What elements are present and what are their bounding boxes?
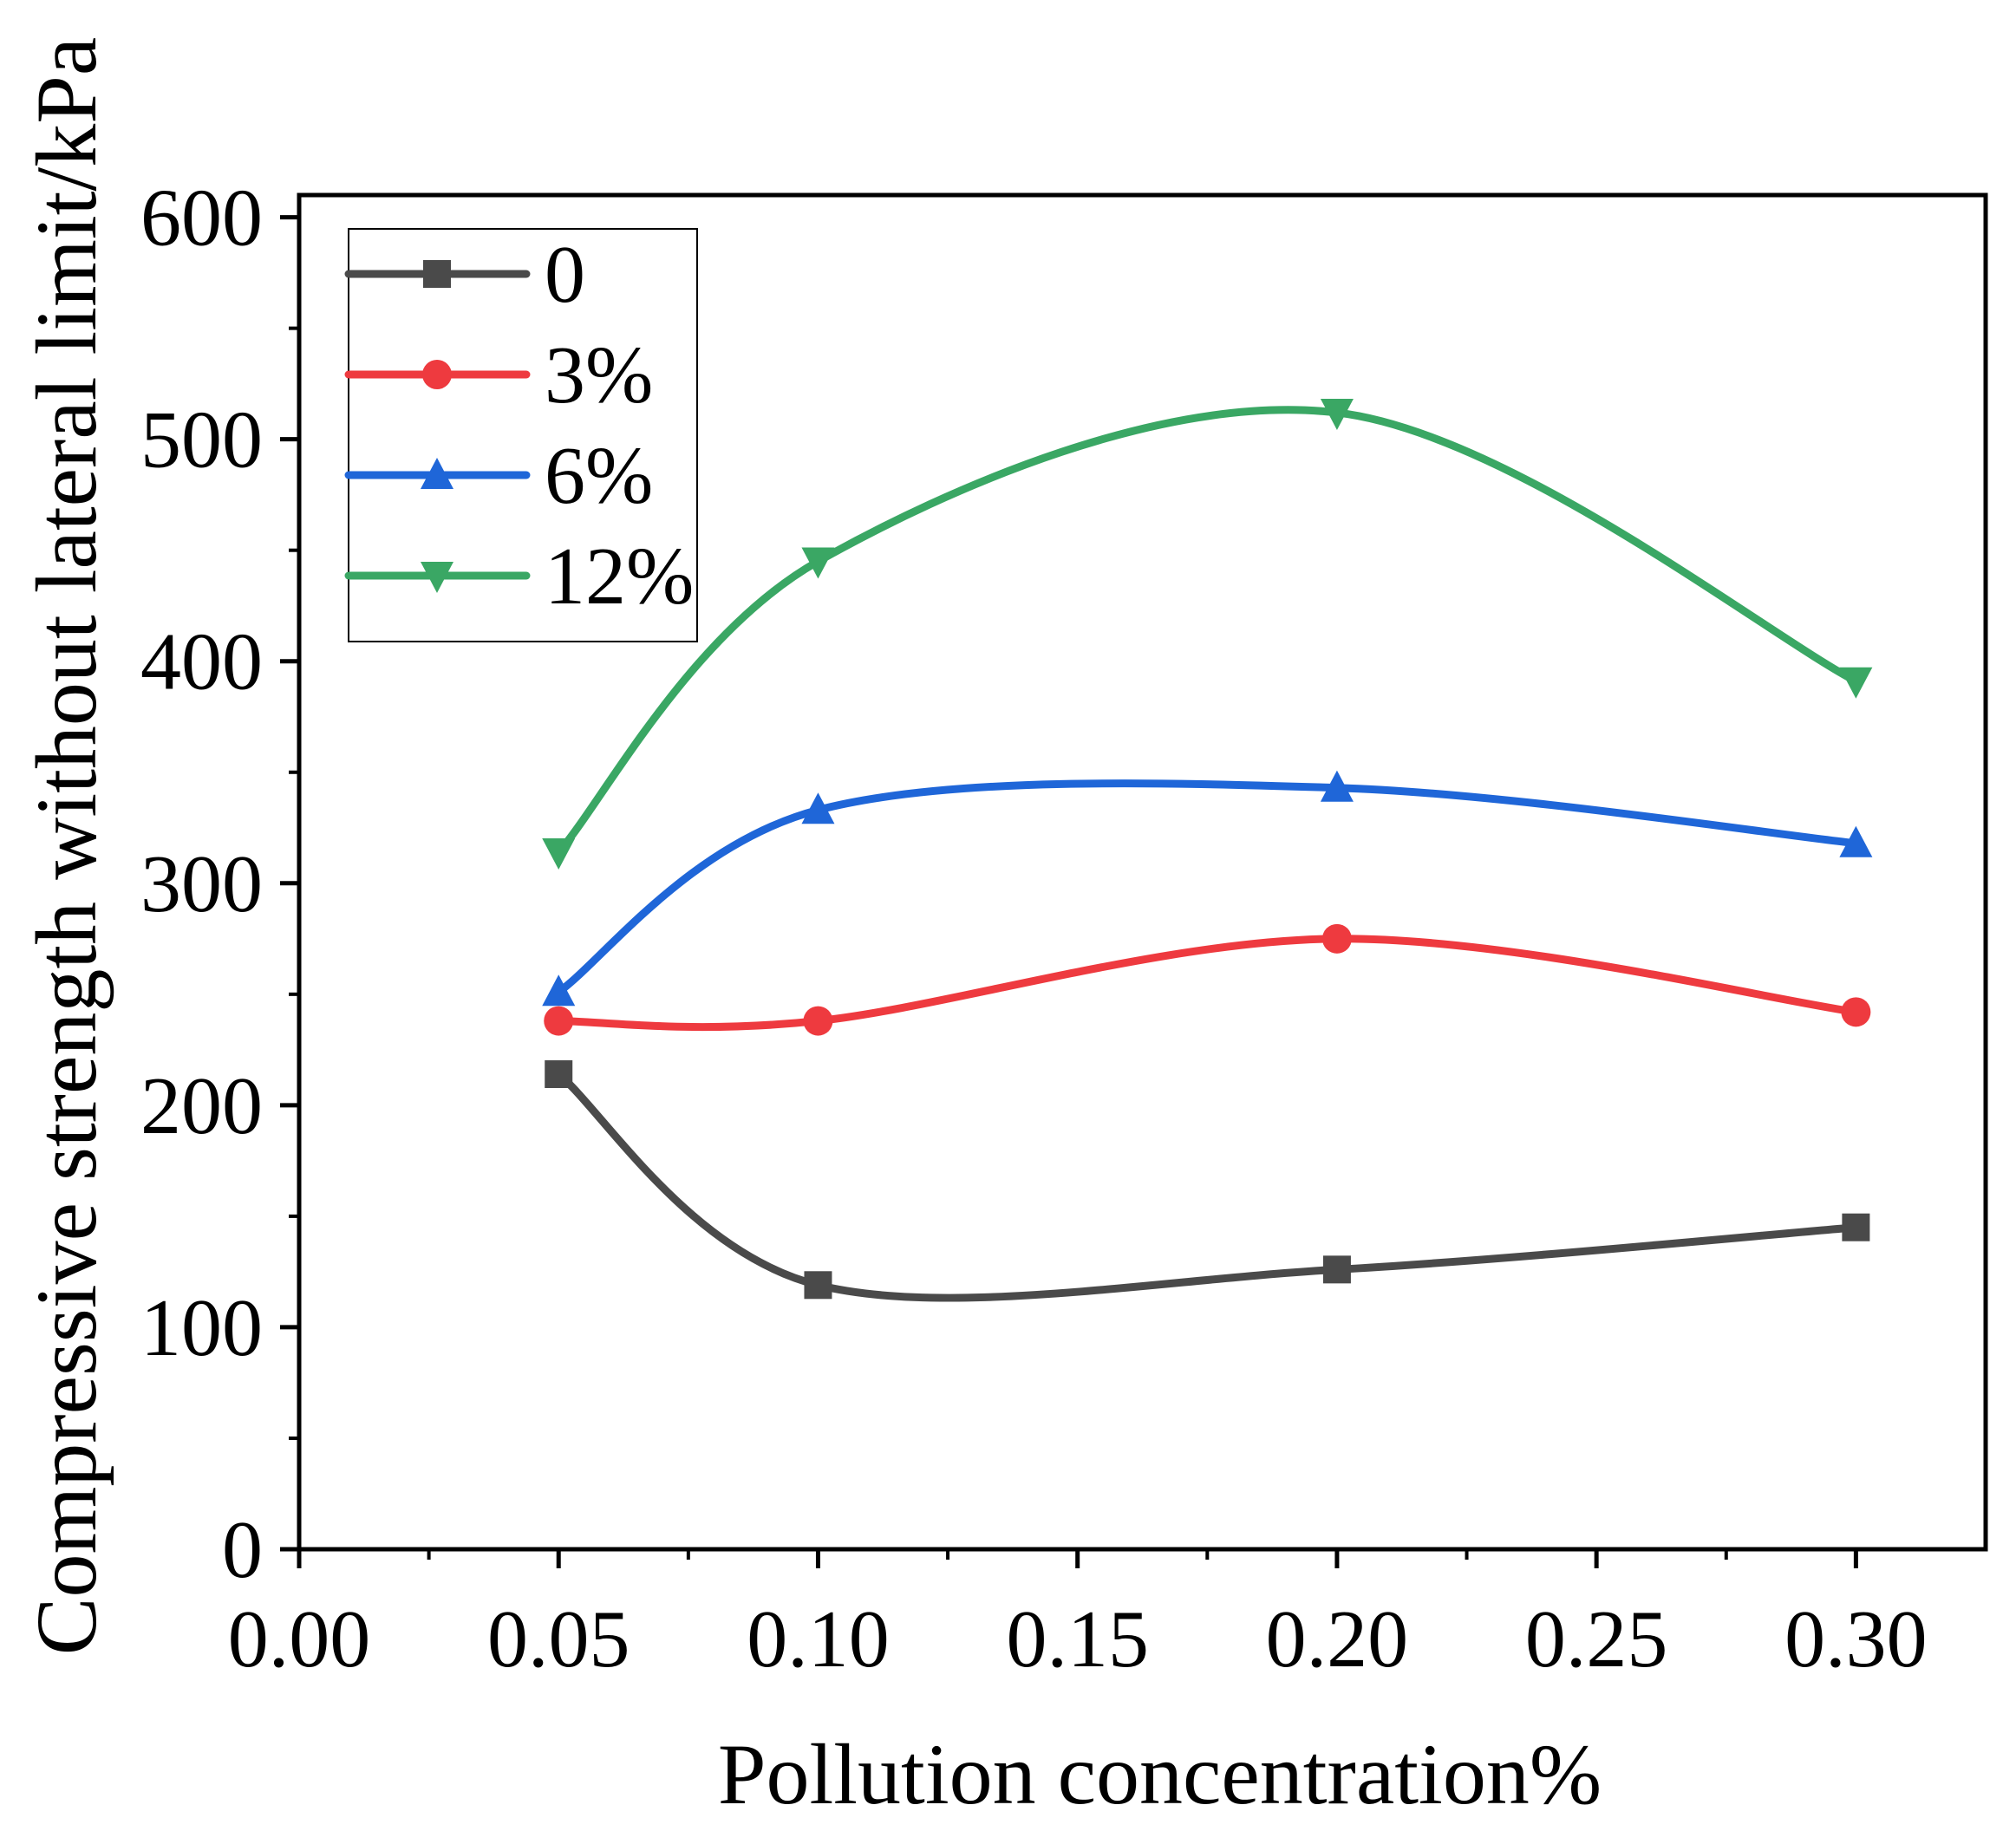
x-tick-label: 0.20 [1266, 1594, 1409, 1684]
data-point-marker [1842, 1213, 1870, 1241]
y-tick-label: 200 [140, 1061, 263, 1151]
series-1 [544, 923, 1871, 1036]
legend-marker [423, 260, 451, 288]
series-line [554, 1070, 1860, 1302]
y-tick-label: 300 [140, 839, 263, 929]
data-point-marker [544, 1006, 574, 1036]
data-point-marker [1322, 1255, 1351, 1284]
data-point-marker [1320, 398, 1354, 430]
series-line [554, 406, 1860, 857]
data-point-marker [545, 1060, 573, 1089]
data-point-marker [542, 837, 576, 870]
y-tick-label: 500 [140, 395, 263, 485]
series-line [554, 935, 1860, 1032]
plot-frame [297, 192, 1988, 1552]
legend-marker [421, 458, 453, 489]
legend: 0 3% 6% 12% [344, 228, 698, 642]
legend-label: 12% [545, 531, 694, 622]
y-axis-label: Compressive strength without lateral lim… [18, 37, 114, 1655]
legend-marker [422, 360, 452, 389]
data-point-marker [804, 1271, 832, 1300]
x-tick-label: 0.30 [1784, 1594, 1928, 1684]
data-point-marker [1841, 997, 1871, 1027]
x-axis-label: Pollution concentration% [718, 1726, 1602, 1822]
data-point-marker [1839, 825, 1873, 857]
data-point-marker [542, 974, 576, 1007]
legend-label: 3% [545, 330, 653, 420]
y-tick-label: 0 [222, 1505, 263, 1595]
series-3 [542, 398, 1873, 870]
data-point-marker [1321, 923, 1352, 954]
data-point-marker [801, 547, 835, 579]
y-axis: 0 100 200 300 400 500 600 [140, 173, 299, 1595]
x-axis: 0.00 0.05 0.10 0.15 0.20 0.25 0.30 [228, 1549, 1928, 1684]
y-tick-label: 600 [140, 173, 263, 264]
x-tick-label: 0.10 [747, 1594, 890, 1684]
data-point-marker [803, 1006, 833, 1036]
x-tick-label: 0.00 [228, 1594, 371, 1684]
legend-label: 0 [545, 230, 585, 320]
data-point-marker [1839, 667, 1873, 699]
x-tick-label: 0.15 [1006, 1594, 1149, 1684]
data-point-marker [801, 792, 835, 824]
series-0 [545, 1060, 1870, 1302]
legend-marker [421, 562, 453, 593]
x-tick-label: 0.05 [487, 1594, 630, 1684]
y-tick-label: 100 [140, 1283, 263, 1373]
series-2 [542, 770, 1873, 1007]
x-tick-label: 0.25 [1525, 1594, 1668, 1684]
legend-label: 6% [545, 431, 653, 521]
data-point-marker [1320, 770, 1354, 802]
y-tick-label: 400 [140, 617, 263, 707]
series-line [554, 779, 1860, 996]
series-layer [542, 398, 1873, 1302]
